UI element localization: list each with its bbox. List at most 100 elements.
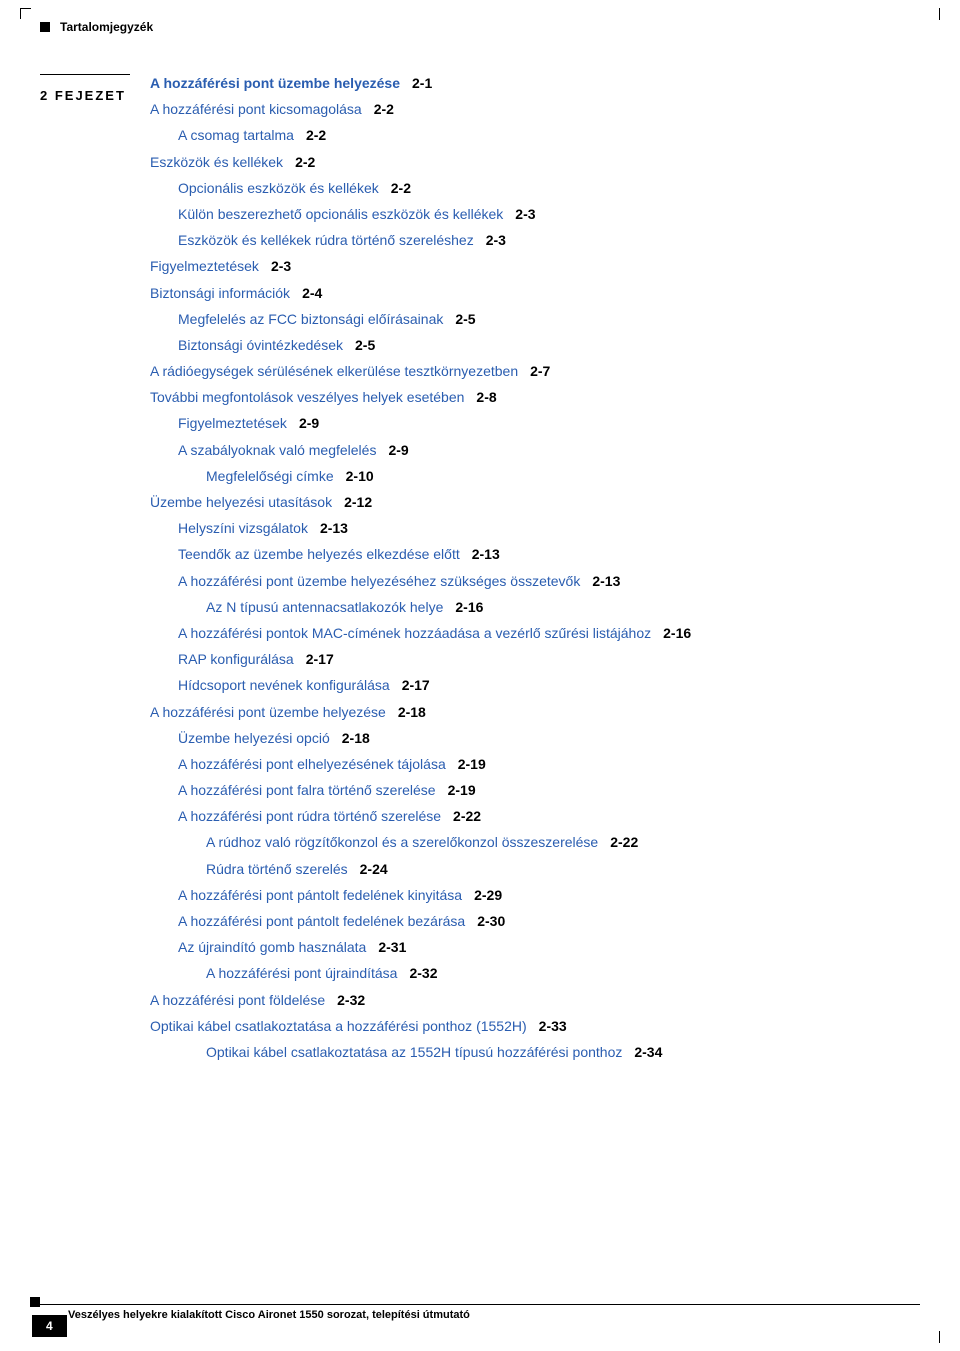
toc-link[interactable]: A hozzáférési pont üzembe helyezése: [150, 75, 400, 91]
toc-entry: A hozzáférési pontok MAC-címének hozzáad…: [178, 624, 920, 642]
toc-page-ref: 2-3: [515, 206, 535, 222]
toc-entry: Eszközök és kellékek2-2: [150, 153, 920, 171]
toc-link[interactable]: A hozzáférési pont pántolt fedelének bez…: [178, 913, 465, 929]
toc-page-ref: 2-4: [302, 285, 322, 301]
toc-entry: A hozzáférési pont kicsomagolása2-2: [150, 100, 920, 118]
footer-rule: [40, 1304, 920, 1305]
toc-page-ref: 2-16: [663, 625, 691, 641]
toc-link[interactable]: Optikai kábel csatlakoztatása az 1552H t…: [206, 1044, 622, 1060]
toc-link[interactable]: Az újraindító gomb használata: [178, 939, 366, 955]
toc-link[interactable]: Üzembe helyezési opció: [178, 730, 330, 746]
toc-link[interactable]: Figyelmeztetések: [178, 415, 287, 431]
toc-entry: Optikai kábel csatlakoztatása az 1552H t…: [206, 1043, 920, 1061]
toc-page-ref: 2-18: [342, 730, 370, 746]
toc-entry: RAP konfigurálása2-17: [178, 650, 920, 668]
toc-page-ref: 2-5: [455, 311, 475, 327]
toc-entry: A hozzáférési pont üzembe helyezése 2-1: [150, 74, 920, 92]
toc-page-ref: 2-32: [409, 965, 437, 981]
toc-link[interactable]: A hozzáférési pont rúdra történő szerelé…: [178, 808, 441, 824]
toc-link[interactable]: Helyszíni vizsgálatok: [178, 520, 308, 536]
table-of-contents: A hozzáférési pont üzembe helyezése2-1A …: [150, 74, 920, 1069]
toc-entry: Hídcsoport nevének konfigurálása 2-17: [178, 676, 920, 694]
toc-page-ref: 2-31: [378, 939, 406, 955]
toc-link[interactable]: Teendők az üzembe helyezés elkezdése elő…: [178, 546, 460, 562]
crop-mark-top-right: [939, 8, 940, 20]
toc-link[interactable]: Eszközök és kellékek: [150, 154, 283, 170]
toc-page-ref: 2-22: [610, 834, 638, 850]
toc-entry: Külön beszerezhető opcionális eszközök é…: [178, 205, 920, 223]
toc-page-ref: 2-33: [539, 1018, 567, 1034]
toc-entry: Rúdra történő szerelés 2-24: [206, 860, 920, 878]
toc-page-ref: 2-7: [530, 363, 550, 379]
toc-link[interactable]: A hozzáférési pont elhelyezésének tájolá…: [178, 756, 446, 772]
toc-entry: Megfelelőségi címke 2-10: [206, 467, 920, 485]
header-square-icon: [40, 22, 50, 32]
toc-page-ref: 2-22: [453, 808, 481, 824]
toc-entry: Eszközök és kellékek rúdra történő szere…: [178, 231, 920, 249]
toc-page-ref: 2-24: [360, 861, 388, 877]
toc-link[interactable]: A hozzáférési pont földelése: [150, 992, 325, 1008]
toc-page-ref: 2-16: [455, 599, 483, 615]
toc-link[interactable]: Biztonsági óvintézkedések: [178, 337, 343, 353]
toc-entry: A hozzáférési pont földelése2-32: [150, 991, 920, 1009]
toc-link[interactable]: A csomag tartalma: [178, 127, 294, 143]
toc-entry: A hozzáférési pont üzembe helyezéséhez s…: [178, 572, 920, 590]
toc-entry: Megfelelés az FCC biztonsági előírásaina…: [178, 310, 920, 328]
toc-link[interactable]: A hozzáférési pont pántolt fedelének kin…: [178, 887, 462, 903]
toc-link[interactable]: Biztonsági információk: [150, 285, 290, 301]
toc-link[interactable]: Az N típusú antennacsatlakozók helye: [206, 599, 443, 615]
toc-link[interactable]: A hozzáférési pont üzembe helyezése: [150, 704, 386, 720]
toc-link[interactable]: Üzembe helyezési utasítások: [150, 494, 332, 510]
toc-link[interactable]: A hozzáférési pont falra történő szerelé…: [178, 782, 436, 798]
toc-entry: Figyelmeztetések2-3: [150, 257, 920, 275]
toc-link[interactable]: A hozzáférési pont kicsomagolása: [150, 101, 362, 117]
toc-link[interactable]: Eszközök és kellékek rúdra történő szere…: [178, 232, 474, 248]
toc-link[interactable]: Opcionális eszközök és kellékek: [178, 180, 379, 196]
toc-link[interactable]: Hídcsoport nevének konfigurálása: [178, 677, 390, 693]
toc-page-ref: 2-18: [398, 704, 426, 720]
toc-entry: Optikai kábel csatlakoztatása a hozzáfér…: [150, 1017, 920, 1035]
chapter-number-box: 2 FEJEZET: [40, 74, 130, 105]
toc-page-ref: 2-17: [402, 677, 430, 693]
toc-entry: A hozzáférési pont újraindítása 2-32: [206, 964, 920, 982]
toc-entry: Üzembe helyezési opció 2-18: [178, 729, 920, 747]
toc-entry: Az újraindító gomb használata 2-31: [178, 938, 920, 956]
toc-entry: A hozzáférési pont falra történő szerelé…: [178, 781, 920, 799]
toc-link[interactable]: A hozzáférési pont üzembe helyezéséhez s…: [178, 573, 580, 589]
toc-page-ref: 2-9: [299, 415, 319, 431]
toc-link[interactable]: További megfontolások veszélyes helyek e…: [150, 389, 464, 405]
toc-link[interactable]: A rádióegységek sérülésének elkerülése t…: [150, 363, 518, 379]
toc-link[interactable]: Megfelelés az FCC biztonsági előírásaina…: [178, 311, 443, 327]
toc-link[interactable]: Rúdra történő szerelés: [206, 861, 348, 877]
running-header: Tartalomjegyzék: [40, 20, 920, 34]
toc-link[interactable]: A szabályoknak való megfelelés: [178, 442, 376, 458]
toc-link[interactable]: Külön beszerezhető opcionális eszközök é…: [178, 206, 503, 222]
toc-page-ref: 2-10: [346, 468, 374, 484]
toc-link[interactable]: A hozzáférési pont újraindítása: [206, 965, 397, 981]
footer-square-icon: [30, 1297, 40, 1307]
toc-page-ref: 2-13: [472, 546, 500, 562]
toc-entry: Opcionális eszközök és kellékek 2-2: [178, 179, 920, 197]
toc-entry: A rádióegységek sérülésének elkerülése t…: [150, 362, 920, 380]
toc-entry: A hozzáférési pont üzembe helyezése 2-18: [150, 703, 920, 721]
toc-link[interactable]: Figyelmeztetések: [150, 258, 259, 274]
toc-link[interactable]: Megfelelőségi címke: [206, 468, 334, 484]
toc-entry: Figyelmeztetések 2-9: [178, 414, 920, 432]
toc-entry: A hozzáférési pont rúdra történő szerelé…: [178, 807, 920, 825]
toc-page-ref: 2-19: [448, 782, 476, 798]
toc-link[interactable]: A rúdhoz való rögzítőkonzol és a szerelő…: [206, 834, 598, 850]
toc-link[interactable]: A hozzáférési pontok MAC-címének hozzáad…: [178, 625, 651, 641]
toc-link[interactable]: Optikai kábel csatlakoztatása a hozzáfér…: [150, 1018, 527, 1034]
toc-page-ref: 2-5: [355, 337, 375, 353]
toc-page-ref: 2-2: [306, 127, 326, 143]
toc-entry: A hozzáférési pont elhelyezésének tájolá…: [178, 755, 920, 773]
toc-page-ref: 2-13: [592, 573, 620, 589]
toc-page-ref: 2-1: [412, 75, 432, 91]
toc-entry: A szabályoknak való megfelelés2-9: [178, 441, 920, 459]
crop-mark-top-left: [20, 8, 31, 19]
page-footer: Veszélyes helyekre kialakított Cisco Air…: [40, 1304, 920, 1331]
page: Tartalomjegyzék 2 FEJEZET A hozzáférési …: [0, 0, 960, 1351]
toc-page-ref: 2-3: [486, 232, 506, 248]
toc-page-ref: 2-2: [391, 180, 411, 196]
toc-link[interactable]: RAP konfigurálása: [178, 651, 294, 667]
